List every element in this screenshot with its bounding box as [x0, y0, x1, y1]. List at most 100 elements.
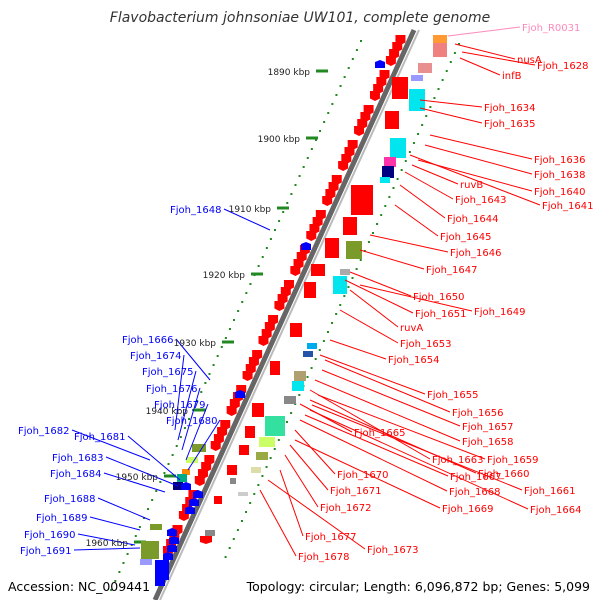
- minor-tick-dot: [351, 58, 354, 60]
- minor-tick-dot: [306, 157, 309, 159]
- leader-line: [349, 289, 399, 328]
- minor-tick-dot: [449, 61, 452, 63]
- gene-arrow: [375, 60, 385, 68]
- gene-label-fjoh-1645: Fjoh_1645: [440, 232, 491, 243]
- gene-block: [150, 524, 162, 530]
- minor-tick-dot: [359, 259, 362, 261]
- gene-label-fjoh-1678: Fjoh_1678: [298, 552, 349, 563]
- gene-label-fjoh-r0031: Fjoh_R0031: [522, 23, 580, 34]
- gene-label-infb: infB: [502, 71, 522, 82]
- topology-text: Topology: circular; Length: 6,096,872 bp…: [246, 579, 590, 594]
- minor-tick-dot: [331, 322, 334, 324]
- gene-label-fjoh-1638: Fjoh_1638: [534, 170, 585, 181]
- minor-tick-dot: [302, 166, 305, 168]
- minor-tick-dot: [421, 124, 424, 126]
- leader-line: [279, 469, 304, 537]
- minor-tick-dot: [298, 175, 301, 177]
- gene-label-fjoh-1646: Fjoh_1646: [450, 248, 501, 259]
- leader-line: [409, 154, 541, 206]
- minor-tick-dot: [277, 439, 280, 441]
- gene-arrow: [167, 528, 177, 536]
- gene-label-fjoh-1691: Fjoh_1691: [20, 546, 71, 557]
- minor-tick-dot: [286, 202, 289, 204]
- minor-tick-dot: [134, 535, 137, 537]
- minor-tick-dot: [228, 547, 231, 549]
- accession-text: Accession: NC_009441: [8, 579, 151, 594]
- minor-tick-dot: [204, 382, 207, 384]
- gene-label-fjoh-1650: Fjoh_1650: [413, 292, 464, 303]
- gene-label-fjoh-1647: Fjoh_1647: [426, 265, 477, 276]
- gene-arrow: [189, 498, 199, 506]
- minor-tick-dot: [232, 538, 235, 540]
- gene-label-fjoh-1660: Fjoh_1660: [478, 469, 529, 480]
- minor-tick-dot: [257, 265, 260, 267]
- leader-line: [294, 439, 441, 509]
- minor-tick-dot: [310, 148, 313, 150]
- gene-arrow: [274, 301, 285, 311]
- minor-tick-dot: [245, 511, 248, 513]
- leader-line: [349, 271, 412, 297]
- gene-block: [284, 396, 296, 404]
- leader-line: [394, 204, 439, 237]
- minor-tick-dot: [343, 295, 346, 297]
- leader-line: [329, 339, 387, 360]
- minor-tick-dot: [458, 43, 460, 45]
- gene-label-fjoh-1675: Fjoh_1675: [142, 367, 193, 378]
- leader-line: [259, 489, 297, 557]
- leader-line: [223, 208, 271, 231]
- gene-label-fjoh-1690: Fjoh_1690: [24, 530, 75, 541]
- gene-label-fjoh-1654: Fjoh_1654: [388, 355, 439, 366]
- kbp-label: 1890 kbp: [268, 68, 311, 78]
- gene-label-fjoh-1672: Fjoh_1672: [320, 503, 371, 514]
- gene-label-fjoh-1664: Fjoh_1664: [530, 505, 581, 516]
- gene-label-fjoh-1670: Fjoh_1670: [337, 470, 388, 481]
- gene-label-fjoh-1661: Fjoh_1661: [524, 486, 575, 497]
- minor-tick-dot: [130, 544, 133, 546]
- genome-backbone: [152, 28, 420, 600]
- minor-tick-dot: [233, 319, 236, 321]
- leader-line: [299, 419, 448, 492]
- minor-tick-dot: [216, 355, 219, 357]
- gene-arrow: [242, 371, 253, 381]
- gene-block: [294, 371, 306, 381]
- gene-block: [186, 457, 198, 463]
- minor-tick-dot: [294, 184, 297, 186]
- gene-block: [433, 43, 447, 57]
- gene-label-fjoh-1669: Fjoh_1669: [442, 504, 493, 515]
- gene-label-fjoh-1679: Fjoh_1679: [154, 400, 205, 411]
- leader-line: [284, 454, 319, 508]
- gene-label-fjoh-1666: Fjoh_1666: [122, 335, 173, 346]
- minor-tick-dot: [273, 448, 276, 450]
- minor-tick-dot: [433, 97, 436, 99]
- leader-line: [447, 26, 521, 37]
- minor-tick-dot: [355, 268, 358, 270]
- gene-block: [409, 89, 425, 111]
- leader-line: [411, 164, 459, 185]
- gene-label-fjoh-1684: Fjoh_1684: [50, 469, 101, 480]
- gene-arrow: [163, 552, 173, 560]
- gene-label-fjoh-1674: Fjoh_1674: [130, 351, 181, 362]
- gene-label-fjoh-1628: Fjoh_1628: [537, 61, 588, 72]
- minor-tick-dot: [220, 346, 223, 348]
- leader-line: [324, 359, 451, 413]
- leader-line: [97, 497, 151, 521]
- minor-tick-dot: [196, 400, 199, 402]
- gene-label-fjoh-1636: Fjoh_1636: [534, 155, 585, 166]
- minor-tick-dot: [314, 358, 317, 360]
- minor-tick-dot: [322, 340, 325, 342]
- minor-tick-dot: [253, 274, 256, 276]
- gene-block: [418, 63, 432, 73]
- minor-tick-dot: [380, 214, 383, 216]
- minor-tick-dot: [118, 571, 121, 573]
- minor-tick-dot: [331, 103, 334, 105]
- leader-line: [359, 249, 425, 270]
- gene-arrow: [185, 506, 195, 514]
- gene-label-fjoh-1658: Fjoh_1658: [462, 437, 513, 448]
- gene-block: [252, 403, 264, 417]
- minor-tick-dot: [265, 466, 268, 468]
- minor-tick-dot: [151, 499, 154, 501]
- leader-line: [267, 479, 366, 550]
- gene-block: [343, 217, 357, 235]
- leader-line: [319, 354, 426, 395]
